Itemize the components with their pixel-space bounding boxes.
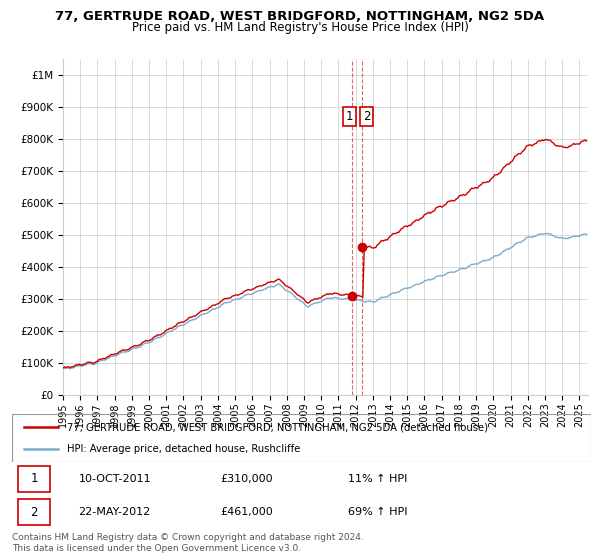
Text: 69% ↑ HPI: 69% ↑ HPI bbox=[348, 507, 407, 517]
Text: 2: 2 bbox=[30, 506, 38, 519]
Bar bbox=[18, 500, 50, 525]
Text: 11% ↑ HPI: 11% ↑ HPI bbox=[348, 474, 407, 484]
Text: Contains HM Land Registry data © Crown copyright and database right 2024.
This d: Contains HM Land Registry data © Crown c… bbox=[12, 533, 364, 553]
Text: 10-OCT-2011: 10-OCT-2011 bbox=[79, 474, 151, 484]
Bar bbox=[18, 466, 50, 492]
Text: 22-MAY-2012: 22-MAY-2012 bbox=[79, 507, 151, 517]
Text: 1: 1 bbox=[30, 473, 38, 486]
Text: £310,000: £310,000 bbox=[220, 474, 273, 484]
Text: 1: 1 bbox=[346, 110, 353, 123]
Text: HPI: Average price, detached house, Rushcliffe: HPI: Average price, detached house, Rush… bbox=[67, 444, 301, 454]
Text: 2: 2 bbox=[363, 110, 370, 123]
Text: 77, GERTRUDE ROAD, WEST BRIDGFORD, NOTTINGHAM, NG2 5DA: 77, GERTRUDE ROAD, WEST BRIDGFORD, NOTTI… bbox=[55, 10, 545, 23]
Text: £461,000: £461,000 bbox=[220, 507, 273, 517]
Text: Price paid vs. HM Land Registry's House Price Index (HPI): Price paid vs. HM Land Registry's House … bbox=[131, 21, 469, 34]
Text: 77, GERTRUDE ROAD, WEST BRIDGFORD, NOTTINGHAM, NG2 5DA (detached house): 77, GERTRUDE ROAD, WEST BRIDGFORD, NOTTI… bbox=[67, 422, 488, 432]
